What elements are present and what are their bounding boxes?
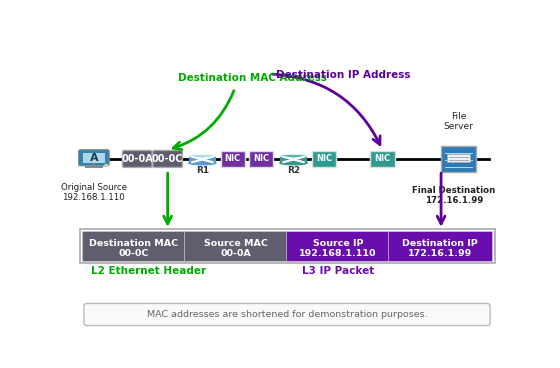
FancyBboxPatch shape (370, 151, 395, 167)
FancyBboxPatch shape (447, 154, 470, 162)
Text: File
Server: File Server (444, 112, 473, 131)
FancyArrowPatch shape (173, 91, 234, 149)
Text: NIC: NIC (253, 155, 269, 163)
FancyBboxPatch shape (280, 156, 307, 163)
Text: 00-0C: 00-0C (119, 249, 149, 258)
FancyBboxPatch shape (123, 151, 152, 167)
Circle shape (105, 164, 108, 166)
Text: 172.16.1.99: 172.16.1.99 (408, 249, 472, 258)
Text: Source MAC: Source MAC (204, 238, 268, 248)
FancyBboxPatch shape (312, 151, 336, 167)
FancyBboxPatch shape (153, 151, 183, 167)
FancyBboxPatch shape (80, 229, 495, 263)
FancyBboxPatch shape (221, 151, 245, 167)
FancyBboxPatch shape (84, 304, 490, 326)
FancyBboxPatch shape (83, 153, 105, 163)
Ellipse shape (280, 161, 307, 165)
Text: NIC: NIC (375, 155, 390, 163)
Ellipse shape (189, 154, 216, 158)
FancyBboxPatch shape (441, 146, 475, 172)
Text: R2: R2 (287, 166, 300, 174)
Text: Destination IP Address: Destination IP Address (276, 70, 410, 80)
Text: R1: R1 (196, 166, 209, 174)
Ellipse shape (280, 154, 307, 158)
FancyBboxPatch shape (184, 231, 288, 262)
FancyBboxPatch shape (388, 231, 492, 262)
Text: 00-0C: 00-0C (152, 154, 184, 164)
FancyBboxPatch shape (78, 150, 109, 166)
Text: NIC: NIC (225, 155, 241, 163)
Text: L3 IP Packet: L3 IP Packet (302, 266, 374, 276)
Ellipse shape (189, 161, 216, 165)
Text: A: A (90, 153, 98, 163)
Text: Destination IP: Destination IP (402, 238, 478, 248)
Text: L2 Ethernet Header: L2 Ethernet Header (91, 266, 207, 276)
Text: NIC: NIC (316, 155, 332, 163)
Text: MAC addresses are shortened for demonstration purposes.: MAC addresses are shortened for demonstr… (147, 310, 427, 319)
FancyBboxPatch shape (249, 151, 273, 167)
Text: 00-0A: 00-0A (221, 249, 251, 258)
Text: Destination MAC Address: Destination MAC Address (178, 73, 327, 83)
Text: Final Destination
172.16.1.99: Final Destination 172.16.1.99 (413, 186, 496, 205)
FancyBboxPatch shape (189, 156, 216, 163)
Text: 192.168.1.110: 192.168.1.110 (299, 249, 377, 258)
Text: 00-0A: 00-0A (122, 154, 153, 164)
FancyBboxPatch shape (286, 231, 390, 262)
FancyArrowPatch shape (272, 74, 380, 145)
Text: Destination MAC: Destination MAC (90, 238, 179, 248)
Text: Source IP: Source IP (312, 238, 363, 248)
FancyBboxPatch shape (82, 231, 186, 262)
Text: Original Source
192.168.1.110: Original Source 192.168.1.110 (61, 183, 127, 202)
